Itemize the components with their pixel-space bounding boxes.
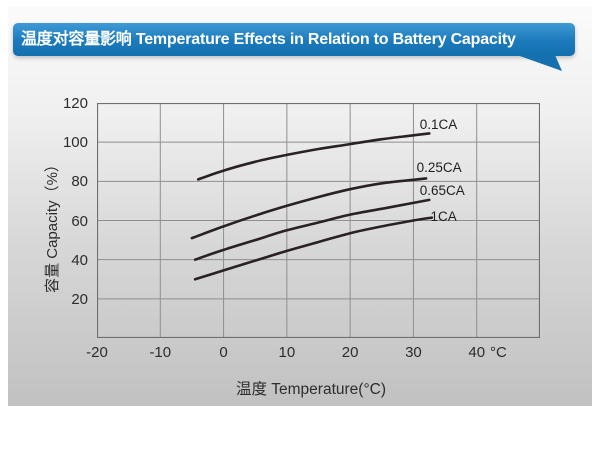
- chart-plot-area: [96, 102, 541, 339]
- y-tick-label: 40: [71, 251, 88, 269]
- x-tick-label: 0: [219, 344, 228, 361]
- y-tick-label: 60: [71, 212, 88, 230]
- curve-label-0.25CA: 0.25CA: [416, 159, 462, 175]
- x-axis-unit-label: °C: [490, 344, 507, 361]
- plot-border: [96, 102, 541, 339]
- curve-0.1CA: [197, 132, 431, 181]
- y-tick-label: 100: [62, 134, 88, 152]
- chart-svg: [96, 102, 541, 339]
- curve-0.65CA: [193, 198, 431, 261]
- curve-label-0.65CA: 0.65CA: [419, 183, 465, 199]
- x-tick-label: -20: [86, 344, 108, 361]
- background-panel: [8, 6, 592, 406]
- y-tick-label: 80: [71, 173, 88, 191]
- x-tick-label: 40: [468, 344, 486, 361]
- x-tick-label: 30: [405, 344, 422, 361]
- banner-tail-shape: [517, 55, 562, 71]
- curve-1CA: [193, 216, 434, 281]
- title-banner: 温度对容量影响 Temperature Effects in Relation …: [13, 23, 575, 56]
- x-tick-label: 10: [278, 344, 296, 361]
- curve-label-1CA: 1CA: [430, 208, 457, 224]
- y-tick-label: 120: [62, 95, 88, 112]
- page-title: 温度对容量影响 Temperature Effects in Relation …: [21, 31, 516, 48]
- y-tick-label: 20: [71, 290, 88, 308]
- x-tick-label: -10: [149, 344, 172, 361]
- curve-label-0.1CA: 0.1CA: [419, 116, 458, 132]
- x-tick-label: 20: [341, 344, 359, 361]
- y-axis-title: 容量 Capacity（%）: [44, 157, 61, 293]
- curve-0.25CA: [190, 177, 428, 240]
- x-axis-title: 温度 Temperature(°C): [235, 381, 387, 398]
- banner-tail-icon: [517, 55, 562, 71]
